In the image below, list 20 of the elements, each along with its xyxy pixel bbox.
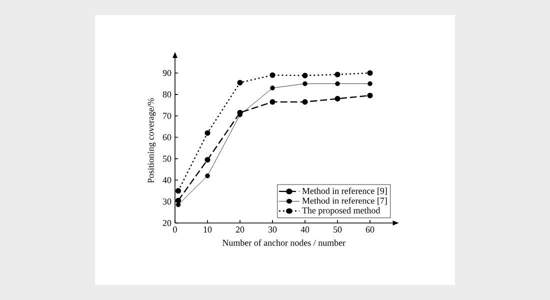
y-tick-label: 50 (163, 156, 172, 162)
y-tick-label: 40 (162, 177, 172, 184)
x-tick-label: 50 (334, 226, 342, 233)
x-tick-label: 0 (173, 226, 177, 233)
x-tick-label: 60 (366, 226, 374, 233)
legend-label: The proposed method (302, 207, 380, 216)
y-tick-label: 20 (162, 220, 172, 226)
x-tick-label: 20 (236, 226, 244, 233)
y-tick-label: 70 (163, 112, 172, 119)
y-tick-label: 90 (162, 70, 172, 76)
y-axis-title: Positioning coverage/% (148, 98, 156, 183)
x-tick-label: 10 (204, 226, 212, 233)
x-axis-title: Number of anchor nodes / number (222, 239, 346, 246)
legend-label: Method in reference [9] (302, 188, 387, 196)
x-tick-label: 40 (300, 226, 310, 233)
y-tick-label: 60 (162, 134, 172, 140)
y-tick-label: 80 (162, 91, 172, 98)
legend-label: Method in reference [7] (302, 197, 387, 205)
x-tick-label: 30 (268, 226, 277, 233)
y-tick-label: 30 (162, 198, 172, 205)
